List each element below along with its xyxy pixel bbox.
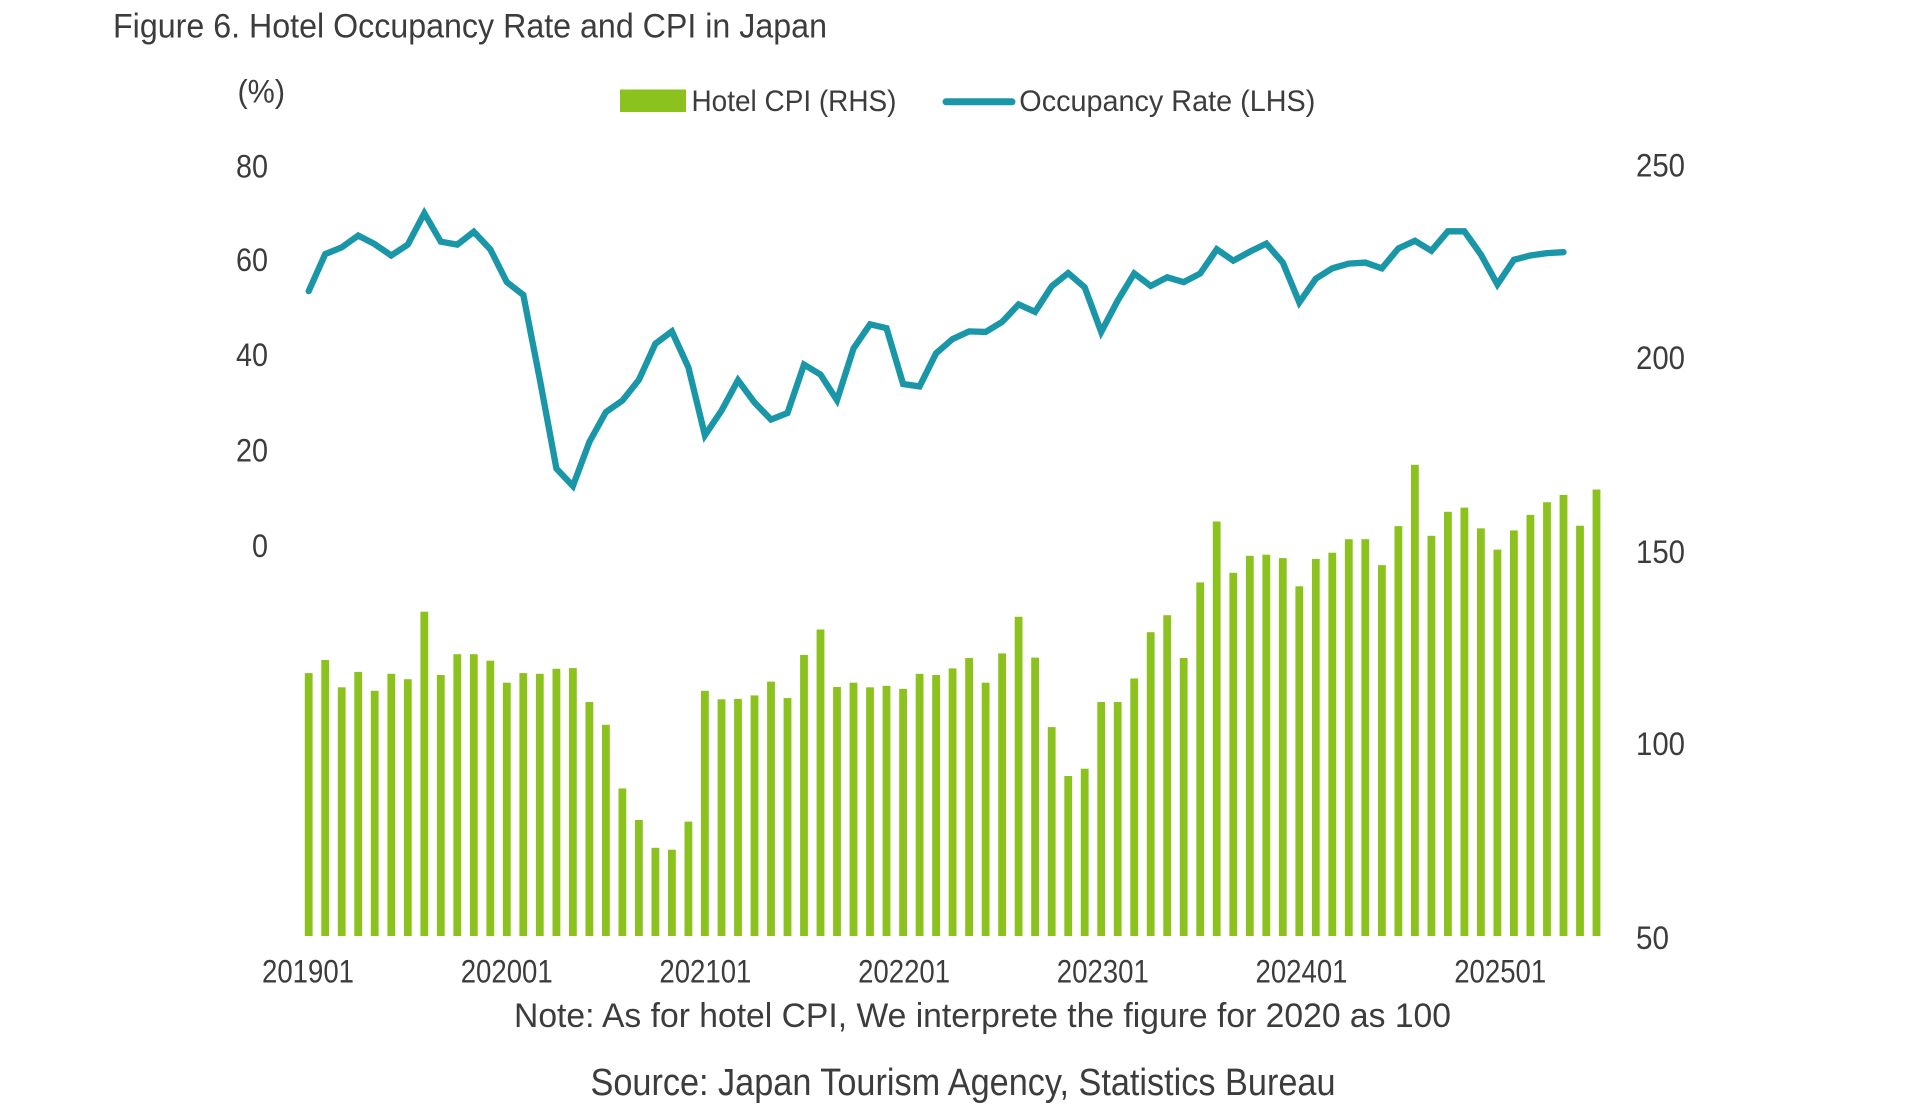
svg-text:200: 200 — [1636, 340, 1685, 376]
svg-text:50: 50 — [1636, 920, 1669, 956]
svg-text:250: 250 — [1636, 148, 1685, 184]
svg-text:202301: 202301 — [1057, 953, 1149, 989]
svg-text:Source: Japan Tourism Agency,: Source: Japan Tourism Agency, Statistics… — [591, 1061, 1336, 1104]
svg-text:201901: 201901 — [262, 953, 354, 989]
svg-text:150: 150 — [1636, 534, 1685, 570]
svg-text:202101: 202101 — [659, 953, 751, 989]
svg-text:Note: As for hotel CPI, We int: Note: As for hotel CPI, We interprete th… — [514, 997, 1451, 1035]
svg-text:202201: 202201 — [858, 953, 950, 989]
svg-text:40: 40 — [236, 337, 268, 373]
svg-text:80: 80 — [236, 149, 268, 185]
svg-text:202001: 202001 — [461, 953, 553, 989]
svg-text:Occupancy Rate (LHS): Occupancy Rate (LHS) — [1019, 85, 1315, 118]
svg-text:(%): (%) — [238, 74, 286, 110]
svg-text:Figure 6. Hotel Occupancy Rate: Figure 6. Hotel Occupancy Rate and CPI i… — [113, 7, 827, 45]
svg-text:202501: 202501 — [1454, 953, 1546, 989]
svg-text:202401: 202401 — [1256, 953, 1348, 989]
svg-text:100: 100 — [1636, 726, 1685, 762]
svg-text:20: 20 — [236, 433, 268, 469]
svg-text:0: 0 — [252, 528, 268, 564]
svg-text:Hotel CPI (RHS): Hotel CPI (RHS) — [692, 85, 897, 118]
svg-text:60: 60 — [236, 242, 268, 278]
